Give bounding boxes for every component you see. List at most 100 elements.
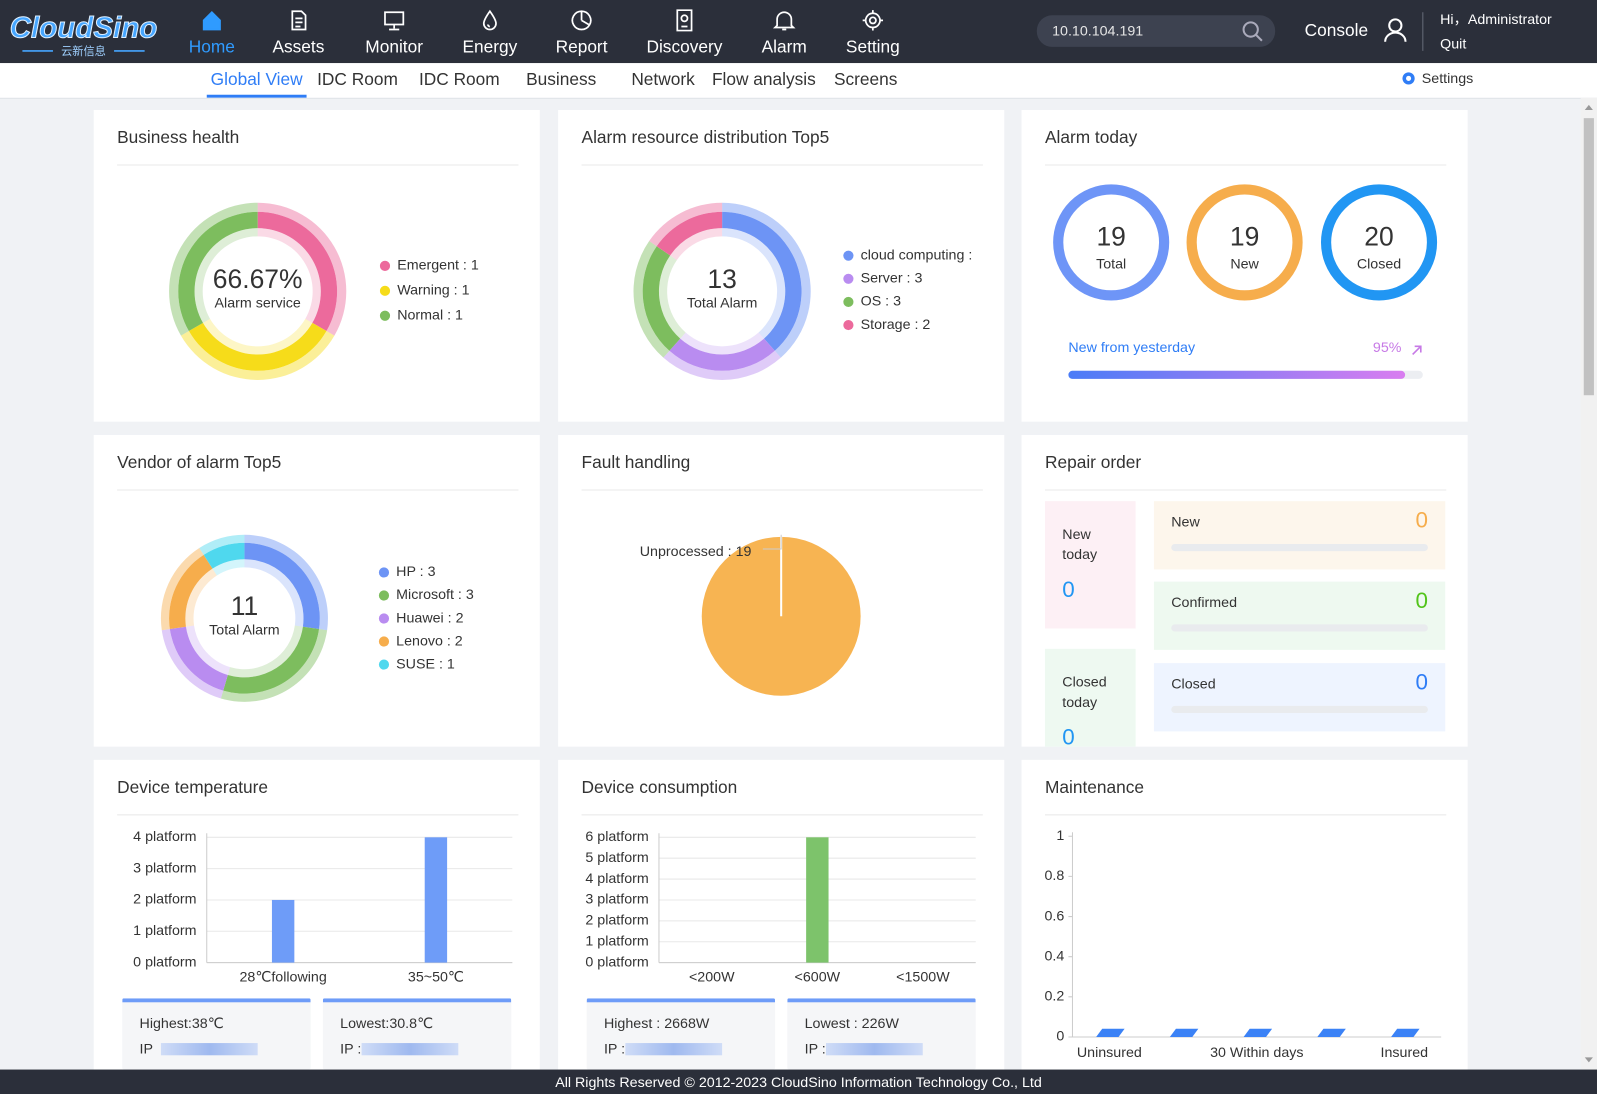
y-tick-label: 3 platform (585, 892, 648, 908)
legend-label: SUSE : 1 (396, 656, 455, 672)
legend-label: Huawei : 2 (396, 610, 463, 626)
legend-dot (378, 567, 390, 578)
nav-icon[interactable] (202, 10, 221, 31)
segment-halo (180, 331, 335, 380)
y-tick-label: 0 (1056, 1029, 1064, 1045)
nav-item[interactable]: Monitor (365, 36, 423, 56)
segment (656, 211, 723, 256)
nav-icon[interactable] (676, 9, 693, 32)
panel: Maintenance 0 0.2 0.4 0.6 0.8 1 Uninsured 30 Wit… (1021, 759, 1468, 1072)
panel: Alarm resource distribution Top5 cloud co… (558, 110, 1005, 422)
donut-segment (649, 202, 723, 261)
y-tick-label: 2 platform (585, 913, 648, 929)
segment-halo (160, 548, 204, 631)
segment (722, 211, 802, 351)
bar (271, 899, 295, 963)
tab[interactable]: IDC Room (317, 69, 398, 89)
x-tick-label: 35~50℃ (408, 970, 464, 986)
status-value: 0 (1415, 587, 1428, 614)
bar (1317, 1028, 1346, 1037)
nav-icon[interactable] (291, 10, 307, 31)
nav-item[interactable]: Alarm (762, 36, 807, 56)
nav-icon[interactable] (482, 9, 497, 31)
nav-icon[interactable] (571, 10, 592, 31)
y-tick-label: 6 platform (585, 829, 648, 845)
tab[interactable]: Global View (211, 69, 303, 89)
scroll-down[interactable] (1584, 1057, 1593, 1063)
tab[interactable]: Screens (834, 69, 898, 89)
panel-title: Repair order (1045, 452, 1141, 472)
logo: CloudSino (10, 11, 158, 44)
panel: Repair order New today 0 Closed today 0 New 0 C… (1021, 434, 1468, 747)
nav-item[interactable]: Setting (846, 36, 900, 56)
top-nav: CloudSino 云新信息 Home Assets Monitor Energy Re… (0, 0, 1597, 64)
ip-redacted (160, 1043, 258, 1056)
panel-body: Device consumption 0 platform 1 platform 2 … (582, 777, 983, 986)
tab[interactable]: IDC Room (419, 69, 500, 89)
panel-body: Repair order (1044, 452, 1447, 491)
segment-inner (185, 568, 217, 627)
legend-dot (378, 590, 390, 601)
legend-label: OS : 3 (861, 294, 901, 310)
y-tick-label: 0.6 (1045, 908, 1065, 924)
segment-halo (199, 534, 245, 555)
status-label: New (1171, 513, 1200, 530)
stat-box: Lowest:30.8℃ IP : (322, 998, 512, 1070)
nav-item[interactable]: Assets (272, 36, 324, 56)
panel-title: Device consumption (582, 777, 738, 797)
tab[interactable]: Network (631, 69, 695, 89)
scroll-up[interactable] (1584, 104, 1593, 111)
search-text[interactable]: 10.10.104.191 (1052, 23, 1143, 39)
donut-segment (199, 534, 245, 576)
segment-inner (185, 625, 231, 675)
counter-ring (1053, 184, 1170, 301)
quit[interactable]: Quit (1440, 37, 1466, 53)
status-label: Closed (1171, 675, 1216, 692)
search-box[interactable] (1036, 15, 1276, 47)
stat-box: Highest:38℃ IP (122, 998, 311, 1070)
x-tick-label: <200W (689, 970, 735, 986)
bar-cap (1243, 1028, 1273, 1037)
segment-halo (169, 202, 258, 336)
nav-icon[interactable] (862, 10, 884, 31)
console[interactable]: Console (1305, 20, 1368, 40)
center-label: Alarm service (215, 295, 301, 311)
panel-title: Alarm resource distribution Top5 (582, 127, 830, 147)
segment (188, 322, 327, 371)
legend-dot (378, 613, 390, 624)
tab[interactable]: Business (526, 69, 597, 89)
bar (1169, 1028, 1199, 1037)
user-icon[interactable] (1388, 18, 1403, 33)
y-tick-label: 5 platform (585, 850, 648, 866)
nav-item[interactable]: Energy (462, 36, 517, 56)
nav-item[interactable]: Discovery (646, 36, 722, 56)
scrollbar[interactable] (1580, 97, 1597, 1070)
search-icon[interactable] (1242, 21, 1259, 38)
center-value: 66.67% (213, 264, 303, 294)
donut-segment (180, 318, 335, 380)
nav-item[interactable]: Report (556, 36, 608, 56)
segment-inner (244, 559, 304, 627)
user-icon[interactable] (1384, 31, 1407, 42)
nav-icon[interactable] (772, 11, 796, 31)
ip-redacted (625, 1043, 723, 1056)
status-box: Closed 0 (1153, 663, 1446, 732)
tab[interactable]: Flow analysis (712, 69, 816, 89)
settings-icon[interactable] (1406, 75, 1412, 81)
search-icon[interactable] (1255, 33, 1263, 42)
counter-ring (1320, 184, 1438, 301)
settings[interactable]: Settings (1422, 71, 1473, 87)
scroll-thumb[interactable] (1583, 118, 1594, 396)
y-tick-label: 4 platform (133, 829, 196, 845)
nav-item[interactable]: Home (189, 36, 235, 56)
x-tick-label: Insured (1381, 1045, 1429, 1061)
segment-halo (633, 240, 670, 358)
panel: Fault handling Unprocessed : 19 (558, 434, 1005, 747)
counter-value: 19 (1230, 221, 1259, 251)
legend-dot (379, 260, 391, 271)
today-value: 0 (1062, 724, 1075, 747)
nav-icon[interactable] (384, 11, 405, 31)
segment-halo (220, 629, 328, 702)
segment (169, 626, 228, 691)
segment (642, 246, 681, 351)
